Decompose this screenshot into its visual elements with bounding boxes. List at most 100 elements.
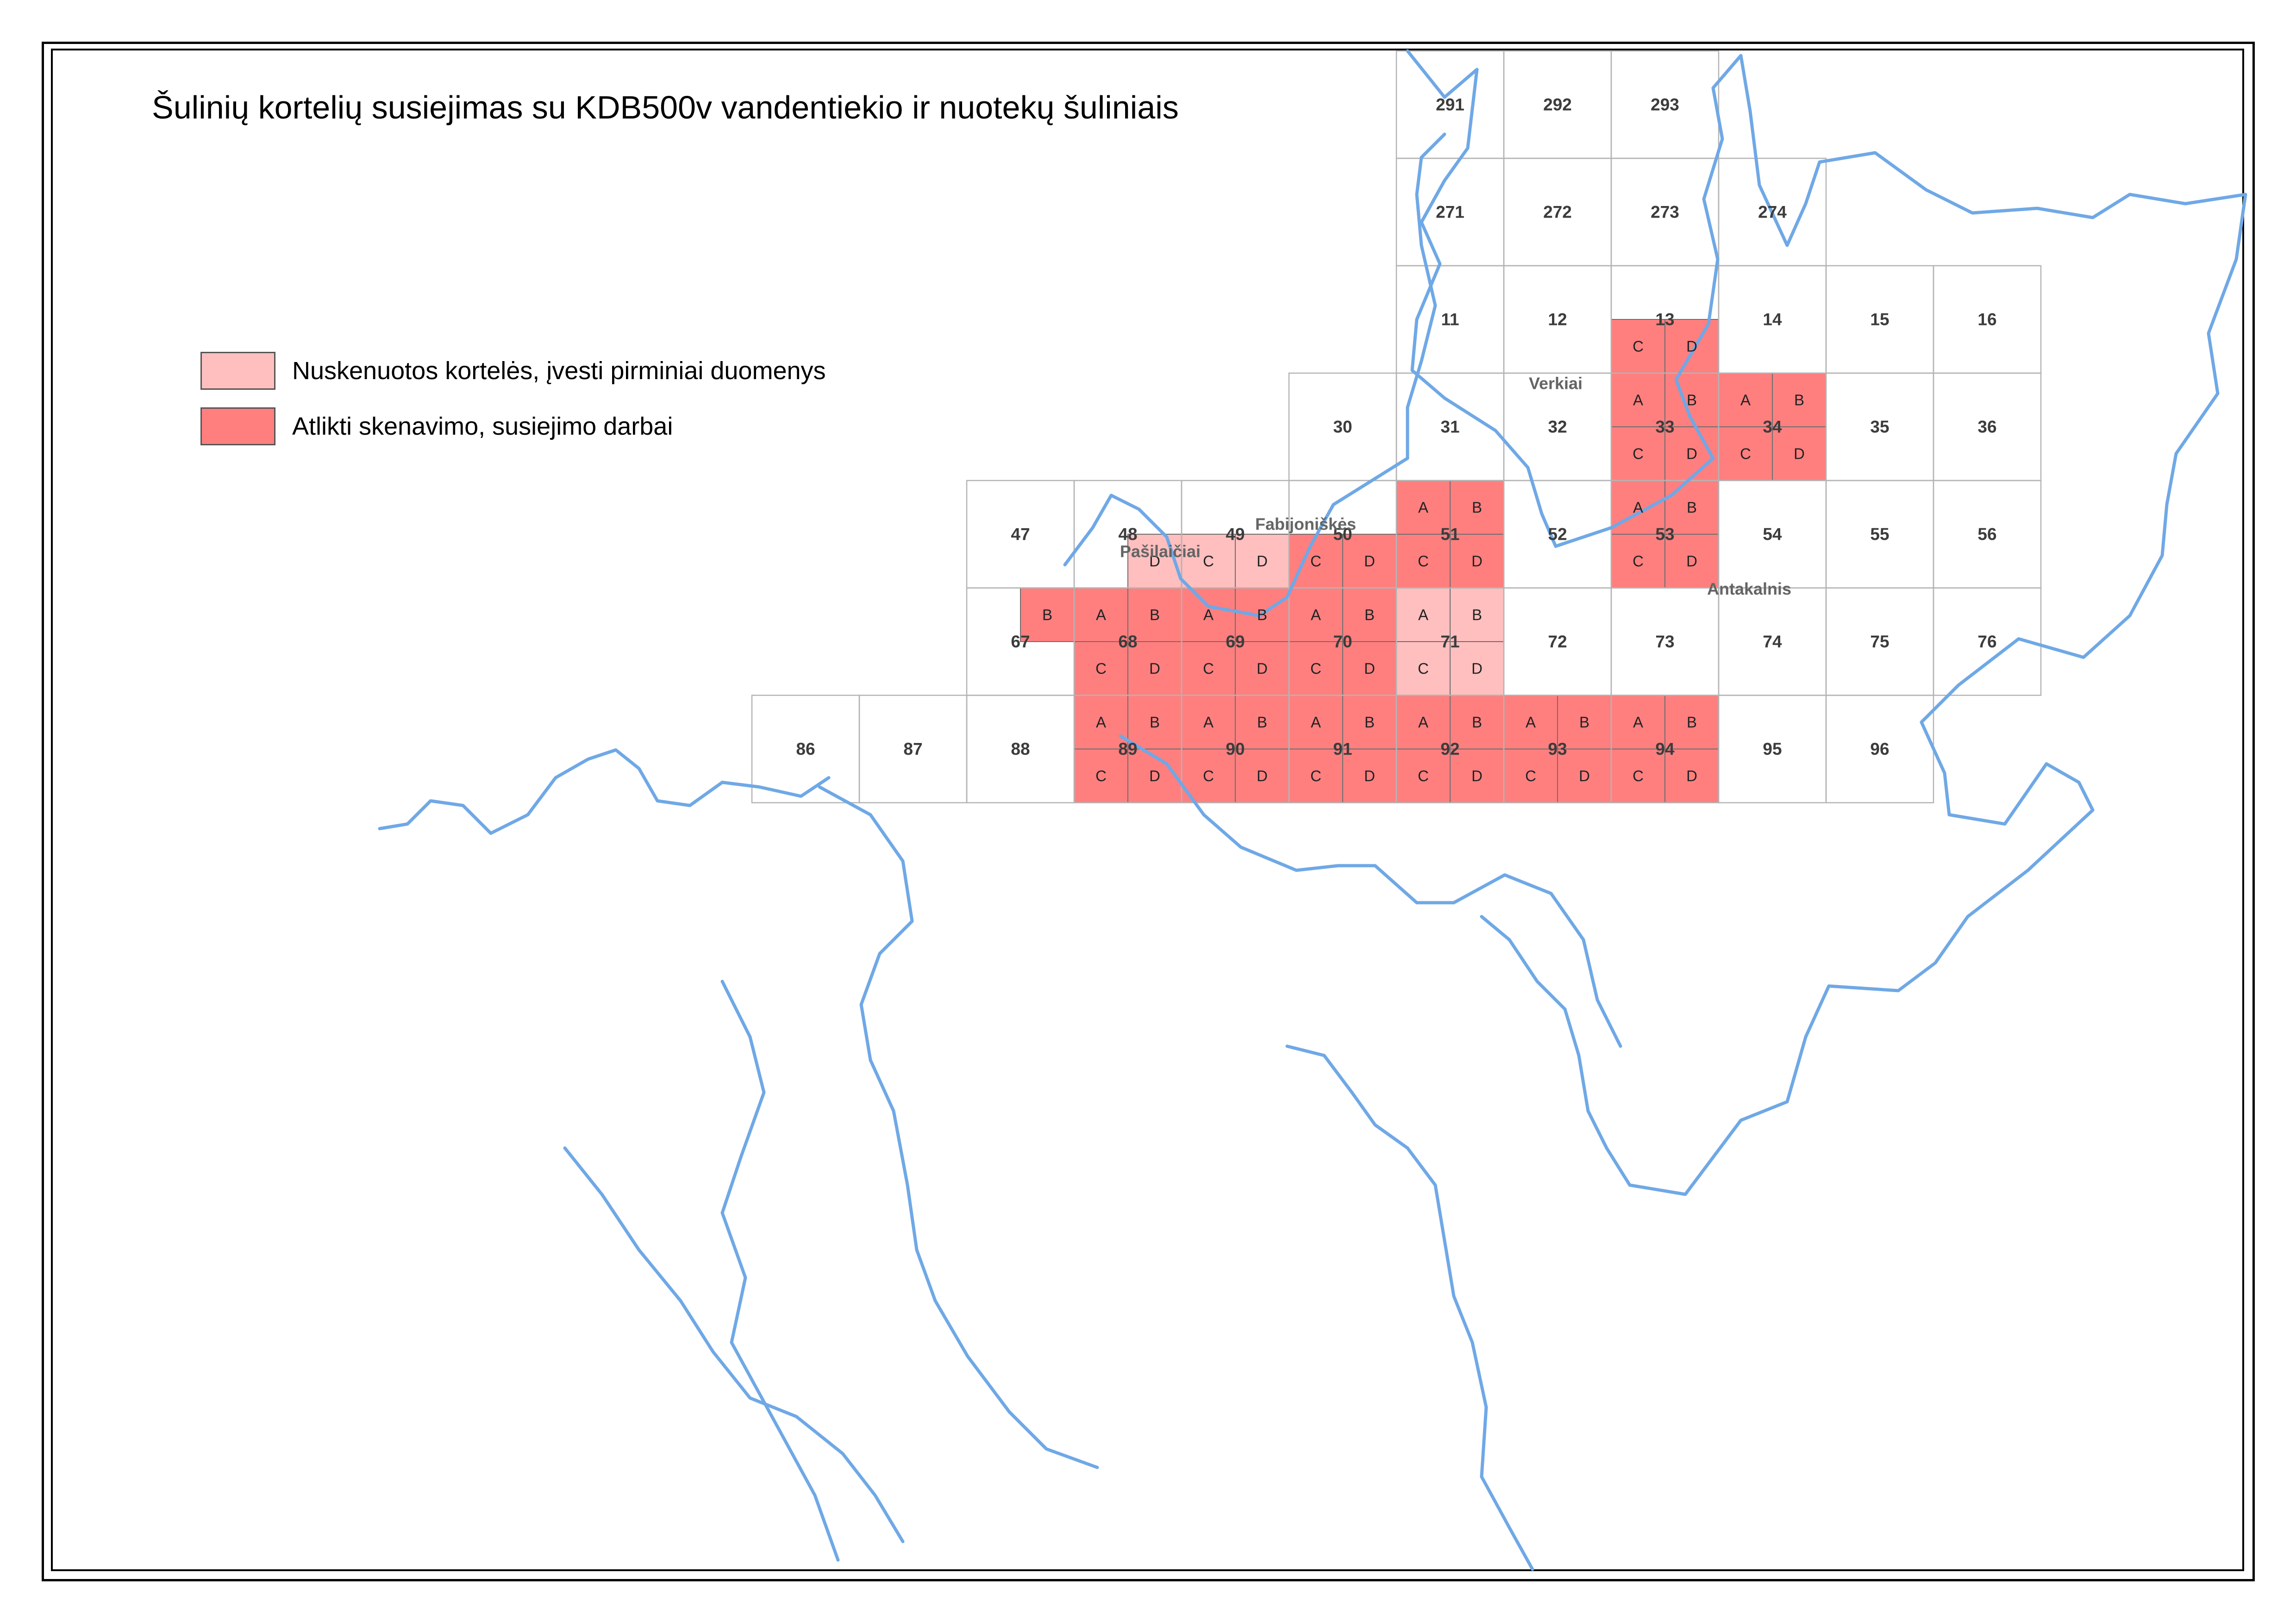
sheet-48-quadrant-d: [1127, 534, 1182, 588]
legend-swatch-scanned: [200, 352, 275, 390]
sheet-68-quadrant-c: [1074, 641, 1128, 696]
sheet-53-quadrant-a: [1611, 480, 1665, 535]
district-label-fabijoniskes: Fabijoniškės: [1255, 515, 1356, 534]
sheet-33-number: 33: [1655, 418, 1674, 437]
sheet-68-quadrant-a: [1074, 587, 1128, 642]
sheet-33-quadrant-a-label: A: [1633, 392, 1643, 409]
sheet-68-quadrant-c-label: C: [1095, 660, 1107, 677]
sheet-74-number: 74: [1763, 632, 1782, 651]
sheet-48-number: 48: [1118, 525, 1137, 544]
district-labels: Verkiai Fabijoniškės Pašilaičiai Antakal…: [1120, 374, 1791, 599]
sheet-15-number: 15: [1870, 310, 1889, 329]
sheet-293-number: 293: [1651, 95, 1679, 114]
sheet-69-quadrant-c: [1181, 641, 1236, 696]
sheet-70-quadrant-a-label: A: [1311, 606, 1321, 624]
sheet-49-number: 49: [1226, 525, 1245, 544]
sheet-70-number: 70: [1333, 632, 1352, 651]
sheet-94-quadrant-d: [1664, 749, 1719, 803]
sheet-89-quadrant-c-label: C: [1095, 768, 1107, 785]
sheet-92-quadrant-d: [1450, 749, 1504, 803]
sheet-51-quadrant-b-label: B: [1472, 499, 1482, 516]
sheet-51-number: 51: [1440, 525, 1459, 544]
sheet-93-quadrant-d: [1557, 749, 1612, 803]
sheet-13-number: 13: [1655, 310, 1674, 329]
sheet-47-number: 47: [1011, 525, 1030, 544]
sheet-92-number: 92: [1440, 740, 1459, 759]
sheet-92-quadrant-b-label: B: [1472, 714, 1482, 731]
sheet-89-quadrant-a-label: A: [1096, 714, 1106, 731]
sheet-73-number: 73: [1655, 632, 1674, 651]
sheet-50-quadrant-d: [1342, 534, 1397, 588]
sheet-91-quadrant-c: [1289, 749, 1343, 803]
sheet-93-quadrant-a-label: A: [1526, 714, 1536, 731]
sheet-93-quadrant-b-label: B: [1579, 714, 1589, 731]
sheet-70-quadrant-d-label: D: [1364, 660, 1375, 677]
sheet-34-quadrant-b: [1772, 373, 1827, 427]
sheet-54-number: 54: [1763, 525, 1782, 544]
sheet-93-quadrant-c: [1503, 749, 1558, 803]
sheet-90-quadrant-d: [1235, 749, 1289, 803]
sheet-50-number: 50: [1333, 525, 1352, 544]
sheet-93-number: 93: [1548, 740, 1567, 759]
sheet-68-quadrant-a-label: A: [1096, 606, 1106, 624]
sheet-11-number: 11: [1441, 310, 1459, 329]
sheet-92-quadrant-a-label: A: [1418, 714, 1428, 731]
sheet-48-quadrant-d-label: D: [1149, 553, 1160, 570]
sheet-53-quadrant-d-label: D: [1686, 553, 1697, 570]
sheet-labels: 291 292 293 271 272 273 274 11 12 C D 13 14 15 16 30 31 3…: [796, 95, 1996, 785]
sheet-53-number: 53: [1655, 525, 1674, 544]
sheet-69-quadrant-d-label: D: [1257, 660, 1268, 677]
sheet-12-number: 12: [1548, 310, 1567, 329]
sheet-273-number: 273: [1651, 203, 1679, 222]
sheet-33-quadrant-c-label: C: [1633, 445, 1644, 462]
sheet-271-number: 271: [1436, 203, 1464, 222]
sheet-34-quadrant-d-label: D: [1794, 445, 1805, 462]
sheet-34-quadrant-c: [1718, 426, 1773, 481]
sheet-89-quadrant-b-label: B: [1150, 714, 1160, 731]
sheet-91-quadrant-b-label: B: [1364, 714, 1375, 731]
sheet-34-quadrant-d: [1772, 426, 1827, 481]
sheet-51-quadrant-d: [1450, 534, 1504, 588]
inner-frame: [51, 49, 2244, 1571]
district-boundary-center: [1119, 734, 1622, 1048]
legend-label-scanned: Nuskenuotos kortelės, įvesti pirminiai d…: [292, 357, 826, 385]
sheet-90-quadrant-b: [1235, 695, 1289, 749]
sheet-69-quadrant-a-label: A: [1203, 606, 1214, 624]
city-boundary: [1406, 49, 2247, 1196]
district-label-pasilaiciai: Pašilaičiai: [1120, 542, 1201, 561]
legend-item-scanned: Nuskenuotos kortelės, įvesti pirminiai d…: [200, 352, 826, 390]
sheet-94-number: 94: [1655, 740, 1675, 759]
sheet-53-quadrant-a-label: A: [1633, 499, 1643, 516]
sheet-14-number: 14: [1763, 310, 1782, 329]
sheet-49-quadrant-d-label: D: [1257, 553, 1268, 570]
sheet-50-quadrant-d-label: D: [1364, 553, 1375, 570]
sheet-75-number: 75: [1870, 632, 1889, 651]
sheet-92-quadrant-c: [1396, 749, 1451, 803]
sheet-91-quadrant-b: [1342, 695, 1397, 749]
sheet-76-number: 76: [1977, 632, 1996, 651]
sheet-89-quadrant-d-label: D: [1149, 768, 1160, 785]
sheet-272-number: 272: [1543, 203, 1572, 222]
district-boundary-west: [818, 785, 1099, 1469]
sheet-67-quadrant-b-label: B: [1042, 606, 1052, 624]
legend-swatch-linked: [200, 407, 275, 445]
sheet-90-quadrant-a-label: A: [1203, 714, 1214, 731]
sheet-50-quadrant-c-label: C: [1310, 553, 1321, 570]
sheet-56-number: 56: [1977, 525, 1996, 544]
sheet-53-quadrant-c-label: C: [1633, 553, 1644, 570]
sheet-13-quadrant-c-label: C: [1633, 338, 1644, 355]
sheet-94-quadrant-a-label: A: [1633, 714, 1643, 731]
sheet-76: [1933, 587, 2042, 696]
sheet-94-quadrant-a: [1611, 695, 1665, 749]
sheet-93-quadrant-c-label: C: [1525, 768, 1536, 785]
sheet-52-number: 52: [1548, 525, 1567, 544]
sheet-16-number: 16: [1977, 310, 1996, 329]
map-title: Šulinių kortelių susiejimas su KDB500v v…: [152, 89, 1179, 125]
sheet-68-quadrant-b-label: B: [1150, 606, 1160, 624]
sheet-36-number: 36: [1977, 418, 1996, 437]
district-boundary-paneriai: [563, 1146, 905, 1543]
sheet-50-quadrant-c: [1289, 534, 1343, 588]
sheet-grid: [751, 50, 2042, 804]
sheet-90-quadrant-b-label: B: [1257, 714, 1267, 731]
